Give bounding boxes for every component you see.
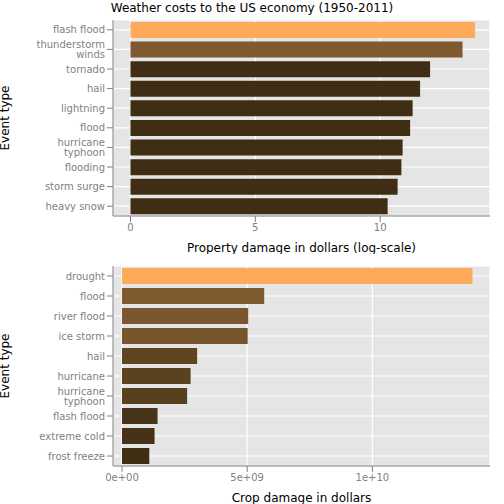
svg-text:1e+10: 1e+10 xyxy=(356,472,390,483)
svg-text:hurricane: hurricane xyxy=(57,371,105,382)
svg-text:flood: flood xyxy=(80,291,105,302)
svg-text:drought: drought xyxy=(66,271,105,282)
svg-text:0: 0 xyxy=(127,222,133,233)
svg-text:tornado: tornado xyxy=(66,64,105,75)
svg-text:Event type: Event type xyxy=(8,86,12,151)
svg-text:flooding: flooding xyxy=(65,162,105,173)
svg-text:hail: hail xyxy=(87,351,105,362)
svg-text:flood: flood xyxy=(80,122,105,133)
svg-text:0e+00: 0e+00 xyxy=(105,472,139,483)
svg-text:Event type: Event type xyxy=(8,334,12,399)
svg-text:storm surge: storm surge xyxy=(45,181,105,192)
svg-text:5e+09: 5e+09 xyxy=(230,472,264,483)
svg-text:10: 10 xyxy=(374,222,387,233)
svg-text:hurricanetyphoon: hurricanetyphoon xyxy=(57,386,105,407)
svg-text:hurricanetyphoon: hurricanetyphoon xyxy=(57,137,105,158)
svg-text:5: 5 xyxy=(252,222,258,233)
svg-text:lightning: lightning xyxy=(61,103,105,114)
svg-text:frost freeze: frost freeze xyxy=(48,451,105,462)
svg-text:thunderstormwinds: thunderstormwinds xyxy=(37,39,105,60)
svg-text:ice storm: ice storm xyxy=(58,331,105,342)
svg-text:Crop damage in dollars: Crop damage in dollars xyxy=(232,491,372,504)
svg-text:heavy snow: heavy snow xyxy=(46,201,105,212)
html-text:Weather costs to the US econom: Weather costs to the US economy (1950-20… xyxy=(110,1,394,15)
svg-text:hail: hail xyxy=(87,83,105,94)
svg-text:flash flood: flash flood xyxy=(53,24,105,35)
svg-text:Property damage in dollars (lo: Property damage in dollars (log-scale) xyxy=(187,241,416,254)
svg-text:flash flood: flash flood xyxy=(53,411,105,422)
svg-text:river flood: river flood xyxy=(54,311,105,322)
svg-text:extreme cold: extreme cold xyxy=(39,431,105,442)
